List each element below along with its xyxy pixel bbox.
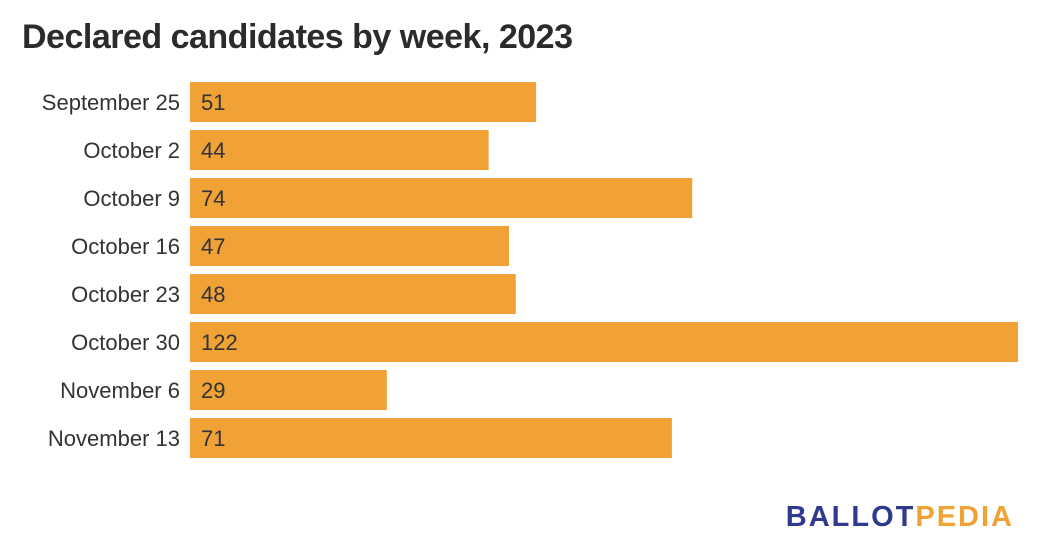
ballotpedia-logo: BALLOTPEDIA [786,501,1014,534]
category-labels: September 25 October 2 October 9 October 16… [42,90,180,451]
bar-october-9 [190,178,693,218]
category-label-october-30: October 30 [71,330,180,355]
value-labels: 51 44 74 47 48 122 29 71 [201,90,238,451]
category-label-october-23: October 23 [71,282,180,307]
bars-layer [190,82,1018,458]
bar-october-2 [190,130,489,170]
bar-october-23 [190,274,516,314]
value-label-october-2: 44 [201,138,225,163]
category-label-september-25: September 25 [42,90,180,115]
category-label-november-6: November 6 [60,378,180,403]
logo-part-ballot: BALLOT [785,501,916,533]
value-label-september-25: 51 [201,90,225,115]
value-label-october-23: 48 [201,282,225,307]
value-label-october-16: 47 [201,234,225,259]
logo-part-pedia: PEDIA [915,501,1014,533]
category-label-october-2: October 2 [83,138,180,163]
chart-title: Declared candidates by week, 2023 [22,18,573,56]
bar-november-13 [190,418,672,458]
bar-november-6 [190,370,387,410]
bar-september-25 [190,82,537,122]
category-label-october-9: October 9 [83,186,180,211]
value-label-october-9: 74 [201,186,225,211]
category-label-october-16: October 16 [71,234,180,259]
category-label-november-13: November 13 [48,426,180,451]
bar-october-30 [190,322,1018,362]
bar-october-16 [190,226,509,266]
value-label-november-13: 71 [201,426,225,451]
value-label-october-30: 122 [201,330,238,355]
value-label-november-6: 29 [201,378,225,403]
